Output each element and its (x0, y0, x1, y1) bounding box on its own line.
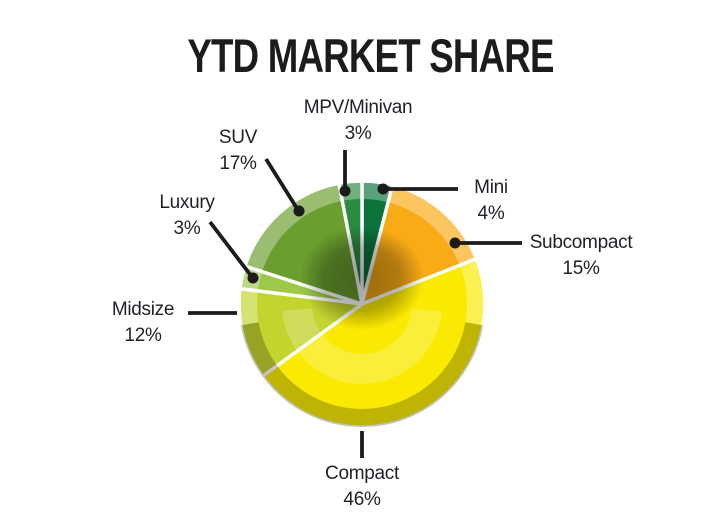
slice-label-compact: Compact (325, 463, 399, 484)
callout-compact: Compact 46% (325, 461, 399, 513)
slice-pct-subcompact: 15% (562, 258, 600, 279)
leader-dot-suv (293, 205, 305, 217)
leader-dot-mpv (339, 185, 351, 197)
callout-suv: SUV 17% (219, 125, 257, 177)
slice-label-subcompact: Subcompact (529, 232, 633, 253)
pie-rim-highlight (238, 180, 486, 326)
pie-gloss-group (238, 180, 486, 427)
leader-line-luxury (208, 220, 254, 279)
slice-pct-compact: 46% (343, 489, 381, 510)
pie-inner-shadow (300, 226, 424, 330)
callout-mpv-minivan: MPV/Minivan 3% (304, 95, 413, 147)
slice-pct-mini: 4% (477, 203, 505, 224)
pie-slice-compact (260, 257, 487, 429)
slice-pct-mpv-minivan: 3% (344, 123, 372, 144)
leader-line-suv (264, 157, 300, 212)
callout-mini: Mini 4% (474, 175, 508, 227)
slice-pct-midsize: 12% (124, 325, 162, 346)
callout-luxury: Luxury 3% (159, 190, 215, 242)
leader-dot-luxury (247, 272, 259, 284)
slice-pct-suv: 17% (219, 153, 257, 174)
leader-dot-subcompact (449, 237, 461, 249)
pie-rim-shadow (240, 322, 484, 427)
slice-label-mpv-minivan: MPV/Minivan (303, 97, 413, 118)
slice-label-luxury: Luxury (159, 192, 215, 213)
leader-lines-group (188, 150, 522, 458)
slice-pct-luxury: 3% (173, 218, 201, 239)
slice-label-midsize: Midsize (111, 299, 175, 320)
slice-label-suv: SUV (218, 127, 258, 148)
slice-label-mini: Mini (474, 177, 508, 198)
callout-midsize: Midsize 12% (111, 297, 175, 349)
pie-inner-ring-highlight (282, 308, 442, 385)
callout-subcompact: Subcompact 15% (530, 230, 633, 282)
leader-dot-mini (377, 183, 389, 195)
chart-title: YTD MARKET SHARE (187, 29, 554, 82)
